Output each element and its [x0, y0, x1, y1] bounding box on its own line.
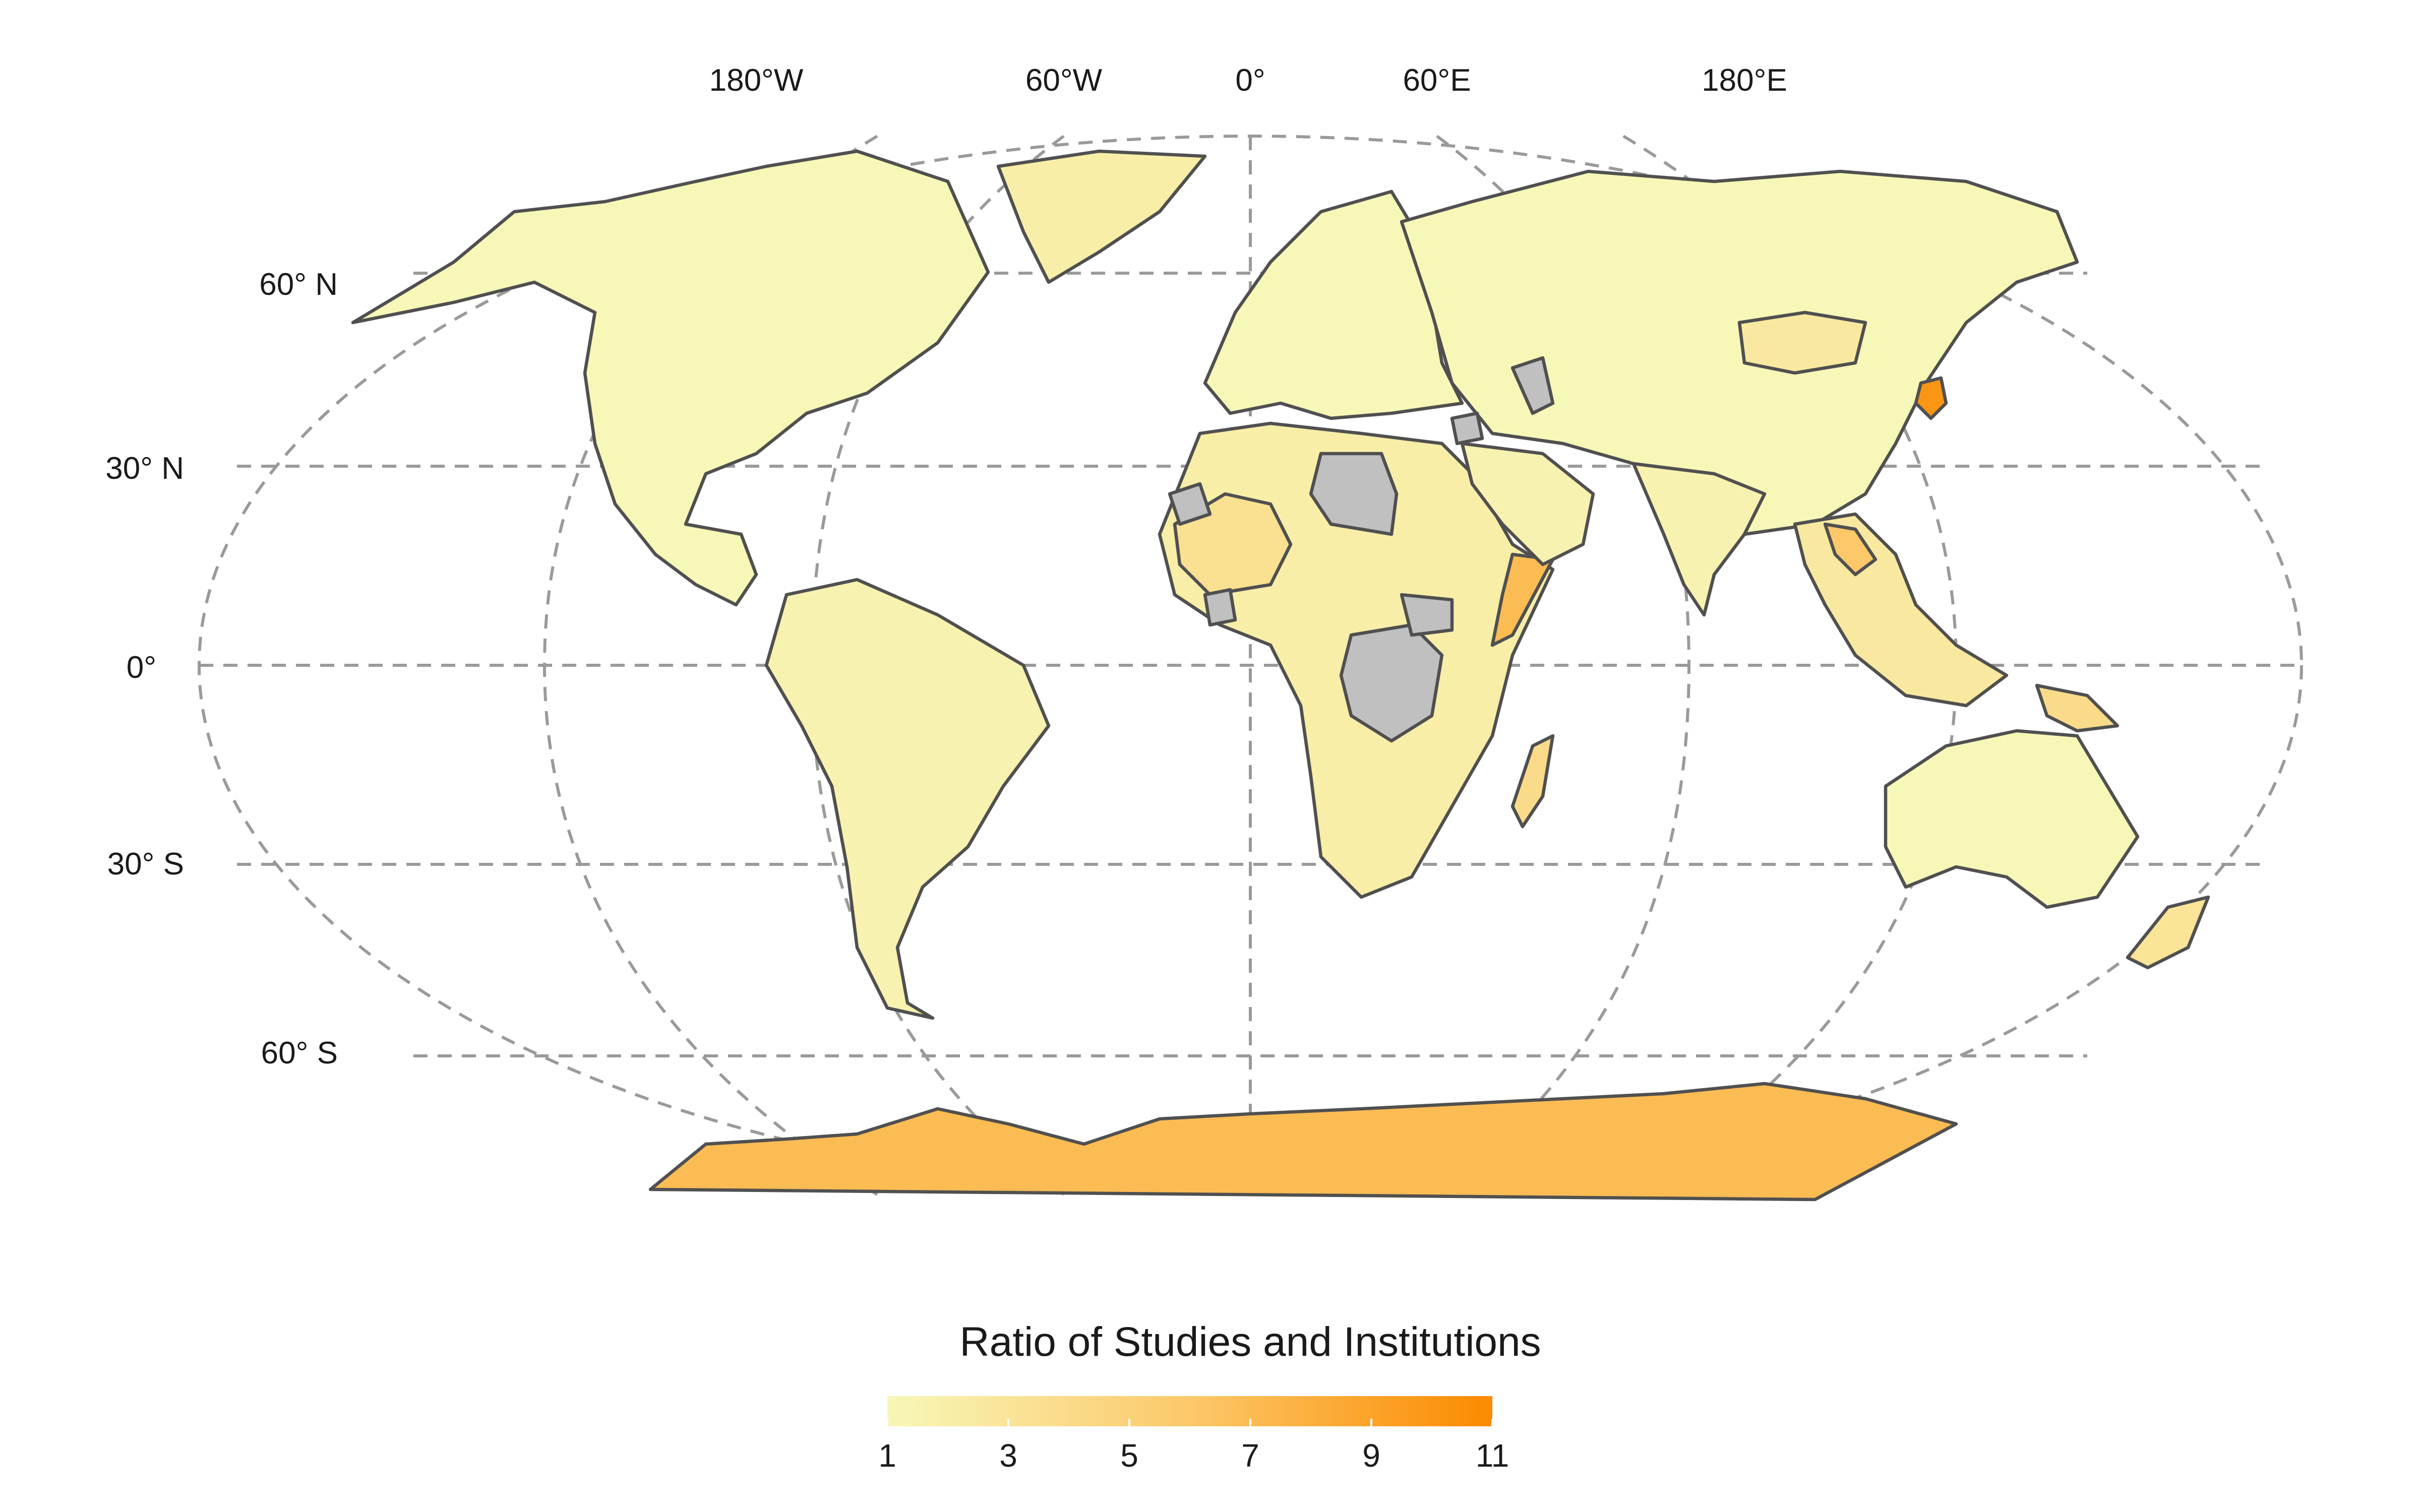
longitude-labels: 180°W 60°W 0° 60°E 180°E	[709, 63, 1787, 98]
region-west-africa	[1173, 492, 1293, 597]
lon-label: 0°	[1235, 63, 1265, 98]
region-north-korea	[1914, 376, 1948, 420]
no-data-regions	[1168, 356, 1555, 743]
region-new-zealand	[2126, 895, 2210, 970]
land-masses	[351, 149, 2210, 1202]
latitude-labels: 60° N 30° N 0° 30° S 60° S	[105, 267, 338, 1070]
region-syria-no-data	[1450, 411, 1484, 446]
region-asia	[1400, 169, 2079, 536]
lon-label: 180°W	[709, 63, 804, 98]
region-madagascar	[1510, 734, 1555, 829]
region-mongolia	[1737, 310, 1867, 375]
legend-tick-label: 11	[1476, 1437, 1509, 1474]
lat-label: 30° N	[105, 451, 184, 486]
legend-tick-label: 1	[878, 1437, 896, 1474]
legend-ticks: 1 3 5 7 9 11	[878, 1419, 1509, 1474]
region-cote-divoire-no-data	[1203, 588, 1237, 627]
region-papua-new-guinea	[2035, 683, 2120, 733]
region-greenland	[996, 149, 1207, 284]
lat-label: 30° S	[107, 847, 184, 881]
legend-tick-label: 9	[1362, 1437, 1380, 1474]
region-southeast-asia	[1793, 512, 2009, 708]
lat-label: 0°	[127, 650, 156, 685]
legend-colorbar	[887, 1396, 1492, 1426]
lat-label: 60° S	[261, 1036, 338, 1070]
region-arabian-peninsula	[1460, 442, 1595, 566]
region-laos	[1823, 522, 1878, 577]
region-western-sahara-no-data	[1168, 482, 1212, 526]
region-north-america	[351, 149, 990, 607]
region-south-america	[764, 578, 1051, 1020]
region-indian-subcontinent	[1631, 462, 1767, 617]
legend-title: Ratio of Studies and Institutions	[959, 1319, 1541, 1365]
lat-label: 60° N	[259, 267, 338, 302]
legend-tick-label: 5	[1120, 1437, 1138, 1474]
region-turkmenistan-no-data	[1510, 356, 1555, 415]
region-libya-no-data	[1309, 452, 1399, 536]
legend-tick-label: 3	[999, 1437, 1017, 1474]
lon-line-60e	[1436, 135, 1691, 1196]
legend-tick-label: 7	[1241, 1437, 1259, 1474]
lon-label: 180°E	[1702, 63, 1787, 98]
lon-label: 60°E	[1403, 63, 1471, 98]
region-south-sudan-no-data	[1400, 593, 1454, 637]
lon-label: 60°W	[1025, 63, 1103, 98]
region-antarctica	[648, 1082, 1958, 1202]
region-australia	[1884, 729, 2140, 909]
